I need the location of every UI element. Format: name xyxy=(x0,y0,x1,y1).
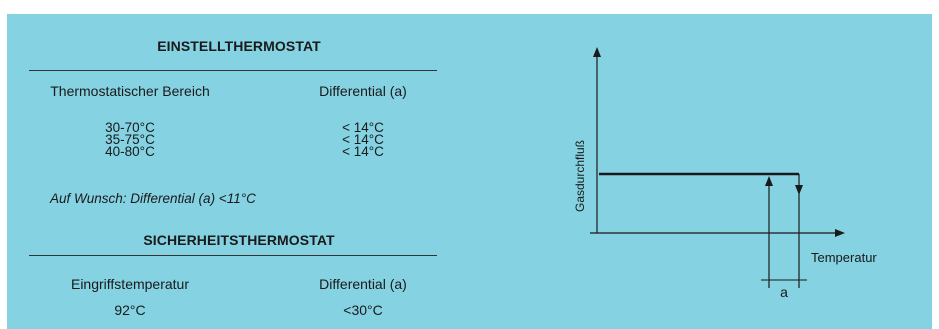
switch-on-arrowhead xyxy=(765,176,773,186)
hysteresis-label: a xyxy=(780,284,788,300)
title-divider-top xyxy=(29,70,437,71)
y-axis-label: Gasdurchfluß xyxy=(573,140,587,212)
optional-differential-note: Auf Wunsch: Differential (a) <11°C xyxy=(50,191,256,206)
range-values: 30-70°C 35-75°C 40-80°C xyxy=(7,120,253,159)
differential-value: < 14°C xyxy=(342,132,384,147)
y-axis-arrowhead xyxy=(593,47,601,57)
differential-value: < 14°C xyxy=(342,120,384,135)
differential-column-header: Differential (a) xyxy=(319,83,407,99)
title-divider-bottom xyxy=(29,255,437,256)
range-value: 35-75°C xyxy=(105,132,155,147)
trigger-temperature-header: Eingriffstemperatur xyxy=(70,276,189,292)
x-axis-arrowhead xyxy=(835,229,845,237)
range-value: 30-70°C xyxy=(105,120,155,135)
safety-differential-value: <30°C xyxy=(343,302,383,318)
trigger-temperature-value: 92°C xyxy=(114,302,146,318)
gas-flow-diagram: Gasdurchfluß Temperatur a xyxy=(573,47,877,300)
switch-off-arrowhead xyxy=(795,185,803,195)
range-column-header: Thermostatischer Bereich xyxy=(50,83,210,99)
differential-value: < 14°C xyxy=(342,144,384,159)
differential-values: < 14°C < 14°C < 14°C xyxy=(299,120,427,159)
range-value: 40-80°C xyxy=(105,144,155,159)
safety-differential-header: Differential (a) xyxy=(319,276,407,292)
thermostat-panel: EINSTELLTHERMOSTAT Thermostatischer Bere… xyxy=(7,14,932,329)
adjustable-thermostat-title: EINSTELLTHERMOSTAT xyxy=(157,38,321,54)
safety-thermostat-title: SICHERHEITSTHERMOSTAT xyxy=(143,232,335,248)
x-axis-label: Temperatur xyxy=(811,250,877,265)
